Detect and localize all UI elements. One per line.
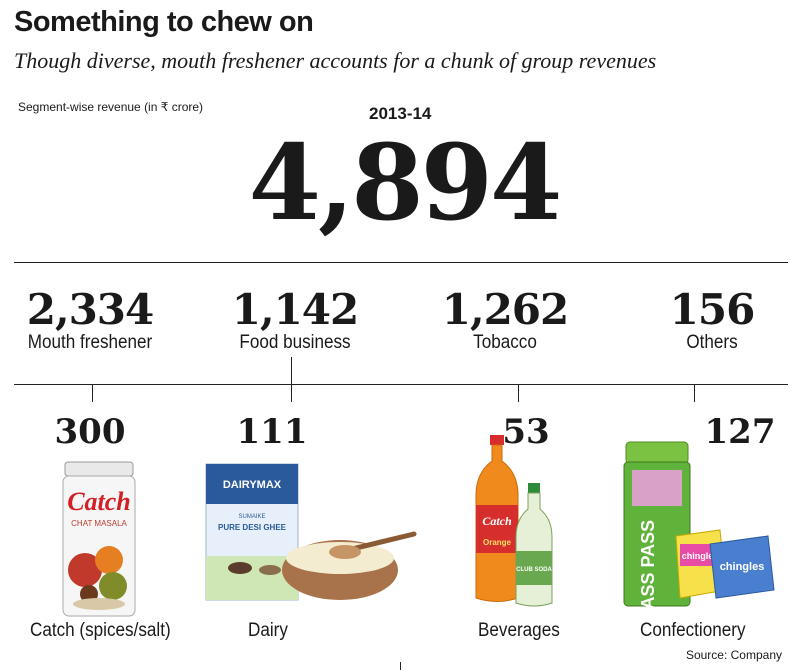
subsegment-value: 53 [502, 412, 550, 452]
subsegment-label: Dairy [248, 620, 288, 641]
unit-label: Segment-wise revenue (in ₹ crore) [18, 100, 204, 114]
divider-middle [14, 384, 788, 385]
year-label: 2013-14 [369, 104, 432, 123]
beverage2-logo: CLUB SODA [516, 567, 552, 573]
connector-beverages [518, 384, 519, 402]
segment-value: 2,334 [26, 285, 155, 334]
segment-label: Tobacco [473, 332, 537, 353]
chart-subtitle: Though diverse, mouth freshener accounts… [14, 48, 657, 73]
spice-shaker-illustration: Catch CHAT MASALA [62, 461, 136, 617]
connector-catch [92, 384, 93, 402]
subsegment-label: Confectionery [640, 620, 746, 641]
confectionery-illustration: PASS PASS chingles chingles [623, 441, 775, 620]
dairy-logo: DAIRYMAX [223, 479, 282, 491]
beverage-logo: Catch [482, 514, 512, 528]
segment-label: Food business [239, 332, 351, 353]
segment-value: 156 [669, 285, 756, 334]
segment-label: Others [686, 332, 738, 353]
page-tick [400, 662, 401, 670]
subsegment-value: 300 [54, 412, 126, 452]
subsegment-value: 111 [236, 412, 308, 452]
dairy-subtitle2: SUMAIKE [238, 514, 265, 520]
subsegment-label: Beverages [478, 620, 560, 641]
confectionery-logo: PASS PASS [638, 520, 658, 620]
chingles-logo-1: chingles [682, 551, 719, 561]
subsegment-value: 127 [704, 412, 776, 452]
dairy-illustration: DAIRYMAX SUMAIKE PURE DESI GHEE [205, 463, 417, 601]
segment-value: 1,262 [441, 285, 570, 334]
beverage-flavor: Orange [483, 538, 512, 547]
chart-title: Something to chew on [14, 6, 314, 38]
beverages-illustration: Catch Orange CLUB SODA [475, 435, 553, 607]
connector-confectionery [694, 384, 695, 402]
subsegment-label: Catch (spices/salt) [30, 620, 171, 641]
total-value: 4,894 [248, 121, 563, 244]
source-note: Source: Company [685, 648, 782, 662]
chingles-logo-2: chingles [720, 561, 765, 573]
catch-logo: Catch [67, 487, 131, 516]
divider-top [14, 262, 788, 263]
dairy-subtitle: PURE DESI GHEE [218, 523, 287, 532]
catch-subtitle: CHAT MASALA [71, 519, 127, 528]
segment-value: 1,142 [231, 285, 360, 334]
connector-food [291, 357, 292, 402]
segment-label: Mouth freshener [27, 332, 153, 353]
